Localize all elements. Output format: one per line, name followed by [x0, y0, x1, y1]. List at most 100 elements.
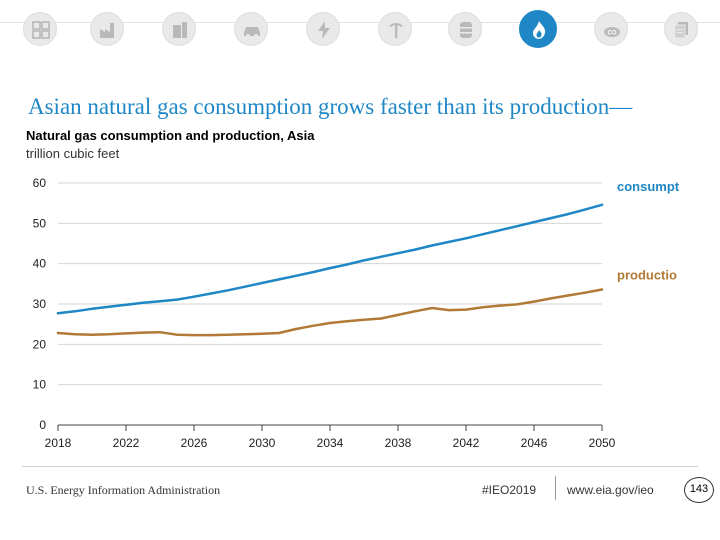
svg-text:CO: CO: [608, 31, 617, 37]
website-link[interactable]: www.eia.gov/ieo: [567, 483, 654, 497]
footer-separator: [555, 476, 556, 500]
data-point-production: [141, 331, 145, 334]
data-point-consumption: [141, 301, 145, 304]
data-point-production: [532, 300, 536, 303]
data-point-production: [396, 313, 400, 317]
data-point-production: [294, 327, 298, 331]
data-point-production: [549, 297, 553, 300]
data-point-production: [260, 332, 264, 335]
data-point-production: [226, 333, 230, 336]
agency-name: U.S. Energy Information Administration: [26, 483, 221, 497]
data-point-consumption: [362, 259, 366, 262]
y-tick-label-60: 60: [33, 176, 47, 190]
data-point-consumption: [566, 212, 570, 216]
data-point-production: [379, 317, 383, 320]
data-point-production: [209, 333, 213, 337]
data-point-production: [413, 310, 417, 313]
data-point-consumption: [158, 300, 162, 303]
data-point-consumption: [209, 292, 213, 295]
x-tick-label-2030: 2030: [249, 436, 276, 450]
transportation-icon[interactable]: [234, 12, 268, 46]
chart-title: Natural gas consumption and production, …: [26, 128, 315, 143]
data-point-consumption: [107, 305, 111, 308]
data-point-consumption: [328, 266, 332, 270]
data-point-production: [311, 324, 315, 327]
y-tick-label-10: 10: [33, 378, 47, 392]
data-point-production: [430, 306, 434, 310]
data-point-consumption: [481, 233, 485, 236]
x-tick-label-2042: 2042: [453, 436, 480, 450]
y-tick-label-40: 40: [33, 257, 47, 271]
data-point-consumption: [277, 278, 281, 281]
coal-mining-icon[interactable]: [378, 12, 412, 46]
data-point-consumption: [192, 295, 196, 298]
page-number: 143: [684, 477, 714, 503]
data-point-production: [107, 333, 111, 336]
data-point-production: [192, 333, 196, 337]
topic-icon-bar: CO: [0, 0, 720, 58]
footer-divider: [22, 466, 698, 467]
data-point-production: [464, 308, 468, 311]
data-point-consumption: [345, 263, 349, 266]
data-point-consumption: [73, 310, 77, 313]
data-point-consumption: [56, 312, 60, 315]
data-point-consumption: [90, 307, 94, 310]
x-tick-label-2034: 2034: [317, 436, 344, 450]
data-point-consumption: [583, 208, 587, 211]
industrial-icon[interactable]: [90, 12, 124, 46]
icon-bar-rule: [0, 22, 720, 23]
data-point-production: [56, 331, 60, 335]
co2-emissions-icon[interactable]: CO: [594, 12, 628, 46]
data-point-consumption: [430, 244, 434, 247]
chart-unit-label: trillion cubic feet: [26, 146, 120, 161]
data-point-consumption: [600, 203, 604, 206]
data-point-consumption: [498, 229, 502, 232]
hashtag: #IEO2019: [482, 483, 537, 497]
overview-icon[interactable]: [23, 12, 57, 46]
data-point-production: [90, 333, 94, 336]
data-point-production: [362, 318, 366, 321]
y-tick-label-30: 30: [33, 297, 47, 311]
data-point-production: [328, 321, 332, 325]
data-point-consumption: [379, 255, 383, 258]
data-point-production: [175, 333, 179, 336]
x-tick-label-2018: 2018: [45, 436, 72, 450]
data-point-production: [277, 331, 281, 335]
x-tick-label-2038: 2038: [385, 436, 412, 450]
series-label-production: productio: [617, 267, 677, 282]
electricity-icon[interactable]: [306, 12, 340, 46]
series-line-consumption: [56, 203, 604, 315]
data-point-production: [158, 331, 162, 334]
series-label-consumption: consumpt: [617, 179, 680, 194]
data-point-production: [481, 306, 485, 309]
data-point-consumption: [515, 225, 519, 228]
data-point-consumption: [447, 240, 451, 244]
data-point-consumption: [549, 216, 553, 220]
slide-headline: Asian natural gas consumption grows fast…: [28, 94, 633, 119]
data-point-production: [447, 308, 451, 312]
data-point-consumption: [260, 281, 264, 285]
data-point-production: [73, 333, 77, 336]
y-tick-label-50: 50: [33, 216, 47, 230]
x-tick-label-2022: 2022: [113, 436, 140, 450]
series-line-production: [56, 288, 604, 337]
data-point-consumption: [413, 248, 417, 251]
petroleum-barrel-icon[interactable]: [448, 12, 482, 46]
data-point-production: [498, 304, 502, 307]
x-tick-label-2026: 2026: [181, 436, 208, 450]
natural-gas-flame-icon[interactable]: [519, 10, 557, 48]
data-point-consumption: [311, 270, 315, 274]
data-point-production: [583, 291, 587, 294]
data-point-consumption: [175, 298, 179, 301]
buildings-icon[interactable]: [162, 12, 196, 46]
data-point-production: [566, 294, 570, 297]
data-point-consumption: [124, 303, 128, 306]
y-tick-label-20: 20: [33, 337, 47, 351]
data-point-production: [124, 332, 128, 335]
data-point-consumption: [532, 220, 536, 224]
documents-icon[interactable]: [664, 12, 698, 46]
data-point-consumption: [294, 274, 298, 277]
x-tick-label-2046: 2046: [521, 436, 548, 450]
data-point-consumption: [243, 285, 247, 288]
